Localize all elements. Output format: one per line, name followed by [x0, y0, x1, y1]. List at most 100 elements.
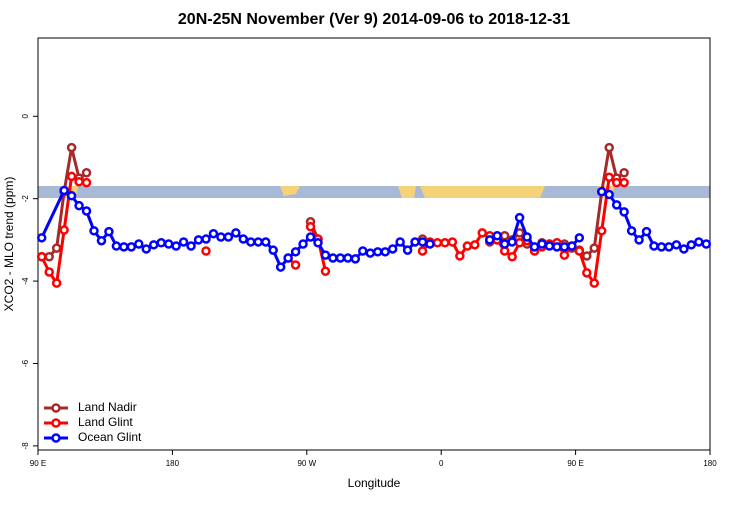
x-tick-label: 90 W	[297, 459, 316, 468]
data-point	[410, 237, 420, 247]
data-point	[611, 200, 622, 210]
data-point	[582, 251, 592, 261]
x-tick-label: 0	[439, 459, 444, 468]
x-tick-label: 180	[166, 459, 180, 468]
y-tick-label: 0	[21, 114, 30, 119]
data-point	[402, 245, 413, 255]
data-point	[290, 247, 301, 257]
data-point	[514, 238, 525, 248]
data-point	[425, 239, 435, 249]
y-tick-label: -2	[21, 195, 30, 203]
data-point	[447, 237, 458, 247]
data-point	[81, 206, 92, 216]
data-point	[417, 237, 428, 247]
data-point	[148, 240, 159, 250]
data-point	[253, 237, 264, 247]
data-point	[223, 232, 234, 242]
data-point	[163, 239, 174, 249]
legend-marker	[51, 418, 61, 428]
data-point	[66, 142, 77, 153]
data-point	[701, 239, 712, 249]
data-point	[350, 254, 361, 264]
data-point	[298, 239, 308, 249]
data-point	[44, 252, 54, 262]
data-point	[671, 240, 682, 250]
data-point	[141, 244, 152, 254]
data-point	[522, 232, 532, 242]
data-point	[268, 245, 278, 255]
data-point	[574, 246, 585, 256]
y-tick-label: -4	[21, 277, 30, 285]
data-point	[44, 267, 54, 277]
data-point	[619, 207, 629, 217]
land	[280, 186, 300, 196]
data-point	[634, 235, 644, 245]
data-point	[582, 268, 592, 278]
data-point	[36, 252, 47, 262]
data-point	[343, 253, 353, 263]
data-point	[686, 240, 697, 250]
data-point	[372, 247, 383, 257]
data-point	[619, 177, 629, 188]
data-point	[492, 231, 502, 241]
data-point	[656, 242, 667, 252]
data-point	[507, 237, 517, 247]
legend-marker	[51, 433, 61, 443]
data-point	[216, 232, 226, 242]
land	[398, 186, 416, 198]
data-point	[544, 241, 555, 251]
data-point	[567, 241, 577, 251]
data-point	[156, 238, 166, 248]
data-point	[171, 241, 181, 251]
data-point	[470, 240, 480, 250]
y-tick-label: -8	[21, 442, 30, 450]
data-point	[604, 142, 614, 153]
data-point	[589, 278, 600, 288]
data-point	[596, 186, 607, 197]
data-point	[589, 243, 600, 253]
x-tick-label: 180	[703, 459, 717, 468]
data-point	[432, 238, 443, 248]
data-point	[626, 226, 637, 236]
data-point	[574, 233, 585, 243]
data-point	[74, 200, 84, 211]
data-point	[320, 266, 331, 276]
data-point	[238, 234, 249, 244]
data-point	[417, 246, 428, 256]
data-point	[186, 241, 196, 251]
data-point	[283, 253, 293, 263]
data-point	[81, 177, 92, 188]
data-point	[619, 167, 629, 178]
data-point	[358, 246, 368, 256]
x-tick-label: 90 E	[567, 459, 583, 468]
data-point	[604, 172, 614, 183]
data-point	[96, 235, 107, 246]
data-point	[365, 248, 376, 258]
y-axis-label: XCO2 - MLO trend (ppm)	[2, 177, 16, 312]
y-tick-label: -6	[21, 359, 30, 367]
data-point	[134, 239, 144, 249]
data-point	[484, 235, 495, 245]
data-point	[395, 237, 405, 247]
data-point	[664, 242, 674, 252]
data-point	[477, 228, 488, 238]
data-point	[66, 191, 77, 201]
data-point	[328, 253, 338, 263]
legend-marker	[51, 403, 61, 413]
data-point	[126, 242, 137, 252]
data-point	[552, 242, 562, 252]
data-point	[36, 233, 47, 243]
data-point	[81, 167, 92, 178]
data-point	[104, 226, 114, 237]
legend-label: Ocean Glint	[78, 430, 142, 444]
data-point	[462, 241, 473, 251]
data-point	[335, 253, 346, 263]
x-axis-label: Longitude	[348, 476, 401, 490]
data-point	[320, 250, 331, 260]
data-point	[537, 239, 547, 249]
data-point	[66, 171, 77, 182]
data-point	[694, 237, 704, 247]
data-point	[313, 238, 323, 248]
series	[36, 171, 629, 288]
data-point	[611, 177, 622, 188]
